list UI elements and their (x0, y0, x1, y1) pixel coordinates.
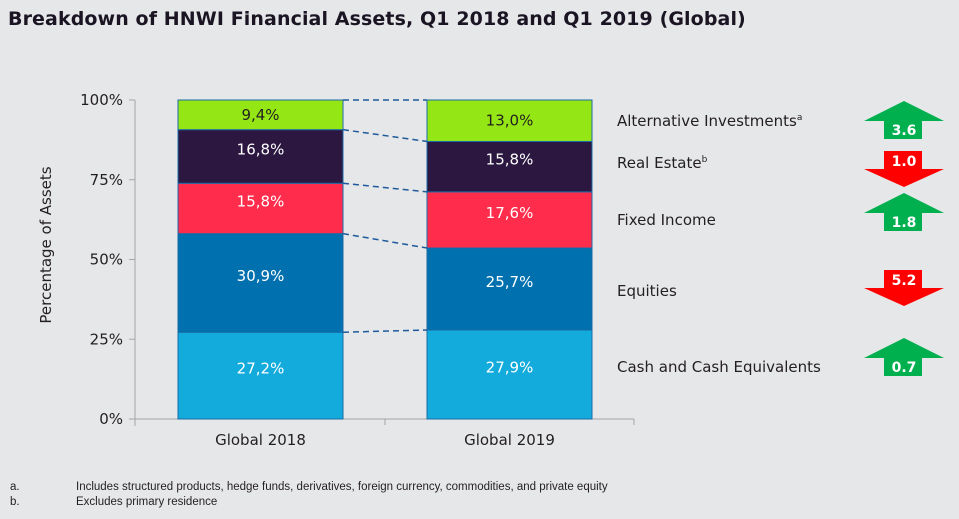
bar-segment (177, 182, 344, 235)
y-axis: 0% 25% 50% 75% 100% (80, 91, 136, 428)
x-axis: Global 2018 Global 2019 (129, 418, 635, 449)
footnote-superscript: b (702, 155, 708, 165)
data-label: 17,6% (486, 204, 534, 222)
footnote-text: Excludes primary residence (76, 496, 218, 508)
data-label: 27,2% (237, 360, 285, 378)
change-value: 1.8 (892, 215, 917, 231)
footnote-a: a. Includes structured products, hedge f… (10, 480, 608, 495)
data-label: 16,8% (237, 140, 285, 158)
footnote-superscript: a (797, 113, 803, 123)
data-label: 30,9% (237, 267, 285, 285)
stacked-bar-chart: 0% 25% 50% 75% 100% Global 2018 Global 2019 2… (37, 91, 944, 449)
footnote-b: b. Excludes primary residence (10, 495, 608, 510)
data-label: 15,8% (237, 192, 285, 210)
legend-label: Real Estateb (617, 154, 708, 172)
bar-segment (177, 331, 344, 420)
y-axis-label: Percentage of Assets (37, 166, 55, 323)
bar-segment (426, 329, 593, 420)
change-value: 5.2 (892, 273, 917, 289)
bars: 27,2% 30,9% 15,8% 16,8% 9,4% 27,9% 25,7% 17,6% 1… (177, 99, 593, 420)
connector-line (342, 232, 428, 249)
legend-label: Alternative Investmentsa (617, 112, 802, 130)
connector-line (342, 128, 428, 143)
chart-title: Breakdown of HNWI Financial Assets, Q1 2… (8, 8, 746, 30)
connector-line (342, 329, 428, 333)
data-label: 13,0% (486, 112, 534, 130)
footnotes: a. Includes structured products, hedge f… (10, 480, 608, 510)
y-tick-label: 25% (90, 330, 123, 348)
y-tick-label: 50% (90, 251, 123, 269)
arrow-up-icon (864, 338, 944, 376)
footnote-mark: b. (10, 496, 20, 508)
y-tick-label: 100% (80, 91, 123, 109)
x-tick-label: Global 2018 (215, 431, 306, 449)
bar-segment (426, 247, 593, 331)
arrow-down-icon (864, 151, 944, 187)
bar-segment (177, 129, 344, 184)
connector-lines (342, 99, 428, 333)
change-value: 1.0 (892, 154, 917, 170)
y-tick-label: 0% (99, 410, 123, 428)
bar-segment (426, 99, 593, 142)
change-value: 0.7 (892, 360, 917, 376)
bar-segment (177, 99, 344, 131)
legend-label: Fixed Income (617, 211, 716, 229)
x-tick-label: Global 2019 (464, 431, 555, 449)
data-label: 25,7% (486, 273, 534, 291)
data-label: 15,8% (486, 151, 534, 169)
bar-segment (177, 233, 344, 333)
y-tick-label: 75% (90, 171, 123, 189)
arrow-up-icon (864, 101, 944, 139)
legend-label: Cash and Cash Equivalents (617, 358, 821, 376)
legend: Cash and Cash Equivalents Equities Fixed I… (617, 112, 821, 376)
data-label: 9,4% (241, 106, 279, 124)
change-arrows: 0.7 5.2 1.8 1.0 3.6 (864, 101, 944, 376)
connector-line (342, 182, 428, 193)
change-value: 3.6 (892, 123, 917, 139)
legend-label: Equities (617, 282, 677, 300)
footnote-text: Includes structured products, hedge fund… (76, 481, 608, 493)
arrow-up-icon (864, 193, 944, 231)
data-label: 27,9% (486, 358, 534, 376)
bar-segment (426, 140, 593, 193)
footnote-mark: a. (10, 481, 20, 493)
arrow-down-icon (864, 270, 944, 306)
